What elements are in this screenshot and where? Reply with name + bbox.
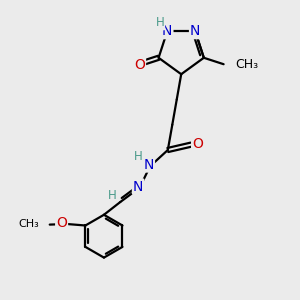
Text: O: O bbox=[134, 58, 145, 72]
Text: O: O bbox=[192, 137, 203, 151]
Text: H: H bbox=[155, 16, 164, 29]
Text: N: N bbox=[144, 158, 154, 172]
Text: CH₃: CH₃ bbox=[236, 58, 259, 71]
Text: N: N bbox=[133, 180, 143, 194]
Text: N: N bbox=[190, 24, 200, 38]
Text: CH₃: CH₃ bbox=[19, 219, 39, 229]
Text: N: N bbox=[162, 24, 172, 38]
Text: O: O bbox=[56, 216, 67, 230]
Text: H: H bbox=[134, 150, 143, 163]
Text: H: H bbox=[108, 189, 116, 202]
